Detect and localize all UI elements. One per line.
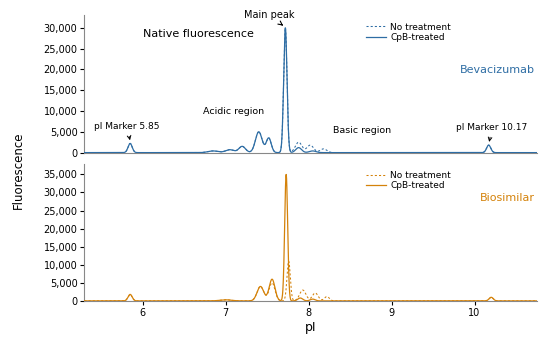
Text: Basic region: Basic region [334, 126, 392, 135]
Legend: No treatment, CpB-treated: No treatment, CpB-treated [366, 22, 451, 42]
X-axis label: pI: pI [305, 321, 317, 334]
Text: Main peak: Main peak [244, 10, 295, 25]
Text: Native fluorescence: Native fluorescence [143, 29, 254, 39]
Text: Fluorescence: Fluorescence [12, 131, 25, 209]
Text: pI Marker 5.85: pI Marker 5.85 [94, 122, 160, 139]
Legend: No treatment, CpB-treated: No treatment, CpB-treated [366, 171, 451, 190]
Text: pI Marker 10.17: pI Marker 10.17 [456, 123, 528, 141]
Text: Bevacizumab: Bevacizumab [459, 65, 535, 75]
Text: Acidic region: Acidic region [203, 107, 264, 116]
Text: Biosimilar: Biosimilar [480, 193, 535, 203]
